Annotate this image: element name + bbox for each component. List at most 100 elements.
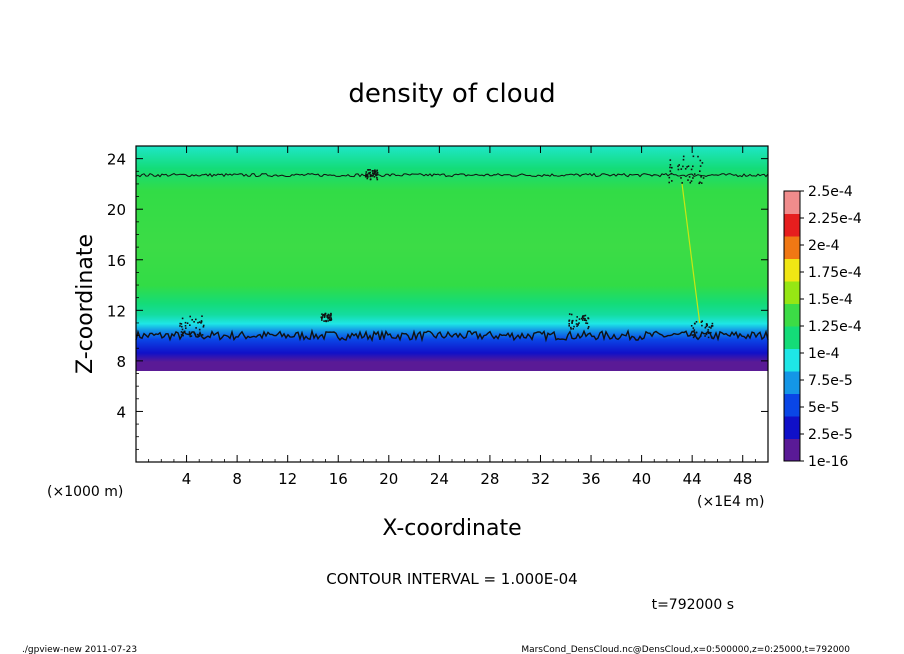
plume-dot	[671, 166, 673, 169]
plume-dot	[327, 317, 329, 320]
plume-dot	[702, 177, 705, 179]
legend-label: 2.25e-4	[808, 211, 862, 227]
plume-dot	[669, 166, 671, 169]
legend-label: 1e-4	[808, 346, 840, 362]
plume-dot	[323, 320, 325, 322]
time-label: t=792000 s	[652, 597, 734, 613]
x-tick-label: 24	[430, 470, 449, 488]
plume-dot	[578, 322, 580, 324]
plume-dot	[669, 164, 672, 166]
plume-dot	[710, 336, 713, 338]
plume-dot	[678, 164, 680, 166]
plume-dot	[704, 326, 707, 329]
x-tick-label: 44	[683, 470, 702, 488]
y-axis-ticks: 4 8 12 16 20 24	[107, 151, 768, 450]
plume-dot	[682, 165, 684, 168]
plume-dot	[575, 323, 578, 325]
plume-dot	[568, 313, 571, 315]
plume-dot	[370, 174, 373, 176]
x-tick-label: 16	[329, 470, 348, 488]
plume-dot	[700, 176, 702, 178]
contour-line	[135, 172, 769, 178]
plume-dot	[180, 333, 183, 336]
plume-dot	[585, 322, 587, 324]
plume-dot	[375, 174, 378, 177]
x-axis-ticks: 4 8 12 16 20 24 28 32 36 40 44 48	[148, 146, 756, 488]
legend-label: 1.25e-4	[808, 319, 862, 335]
legend-label: 1.5e-4	[808, 292, 853, 308]
plume-dot	[684, 168, 687, 170]
plume-dot	[374, 173, 376, 175]
plume-dot	[194, 333, 196, 336]
plume-dot	[201, 334, 204, 336]
plume-dot	[707, 336, 710, 339]
plume-dot	[570, 326, 572, 329]
plume-dot	[181, 317, 184, 320]
plume-dot	[690, 325, 693, 327]
plume-dot	[198, 328, 201, 331]
y-tick-label: 24	[107, 151, 126, 169]
plume-dot	[572, 319, 574, 322]
plume-dot	[701, 320, 703, 322]
plume-dot	[696, 337, 698, 340]
y-tick-label: 8	[116, 353, 126, 371]
plume-dot	[701, 324, 703, 327]
plume-dot	[582, 315, 584, 317]
plume-dot	[330, 318, 333, 321]
plume-dot	[369, 171, 371, 174]
legend-swatch	[784, 303, 800, 327]
plume-dot	[365, 171, 368, 173]
plume-dot	[327, 313, 330, 316]
plume-dot	[695, 321, 698, 323]
plume-features	[179, 155, 715, 340]
plume-dot	[180, 323, 183, 325]
plume-dot	[680, 177, 682, 179]
plume-dot	[180, 331, 183, 333]
plume-dot	[201, 315, 203, 317]
plume-dot	[712, 337, 715, 340]
x-tick-label: 36	[581, 470, 600, 488]
plume-dot	[699, 170, 701, 172]
legend-swatch	[784, 281, 800, 304]
plume-dot	[365, 175, 368, 178]
plume-dot	[581, 316, 584, 319]
plume-dot	[587, 317, 590, 320]
plume-dot	[695, 331, 698, 334]
plume-dot	[682, 158, 685, 161]
plume-dot	[705, 325, 708, 328]
footer-right: MarsCond_DensCloud.nc@DensCloud,x=0:5000…	[521, 645, 850, 654]
plume-dot	[668, 176, 671, 179]
plume-dot	[325, 319, 327, 322]
plume-dot	[181, 325, 183, 328]
plume-dot	[202, 326, 205, 328]
plume-dot	[376, 169, 378, 172]
legend-swatch	[784, 236, 800, 259]
plume-dot	[580, 317, 583, 320]
plume-dot	[577, 324, 579, 326]
plume-dot	[692, 177, 694, 179]
plume-dot	[710, 327, 712, 329]
plume-dot	[365, 174, 367, 176]
plume-dot	[188, 333, 191, 335]
plume-dot	[193, 321, 195, 323]
plume-dot	[669, 159, 672, 161]
x-tick-label: 32	[531, 470, 550, 488]
plume-dot	[372, 174, 374, 177]
plume-dot	[183, 330, 186, 333]
legend-swatch	[784, 438, 800, 462]
plume-dot	[568, 325, 570, 327]
plume-dot	[323, 316, 326, 318]
plume-dot	[583, 315, 585, 317]
plume-dot	[582, 317, 585, 320]
plume-dot	[321, 316, 324, 318]
plume-dot	[324, 313, 327, 315]
plume-dot	[682, 155, 685, 158]
plume-dot	[571, 322, 573, 324]
plume-dot	[587, 326, 590, 328]
legend-swatch	[784, 371, 800, 394]
plume-dot	[202, 324, 205, 327]
plume-dot	[568, 323, 570, 325]
y-axis-label: Z-coordinate	[73, 234, 98, 374]
plume-dot	[373, 176, 376, 178]
x-tick-label: 20	[379, 470, 398, 488]
